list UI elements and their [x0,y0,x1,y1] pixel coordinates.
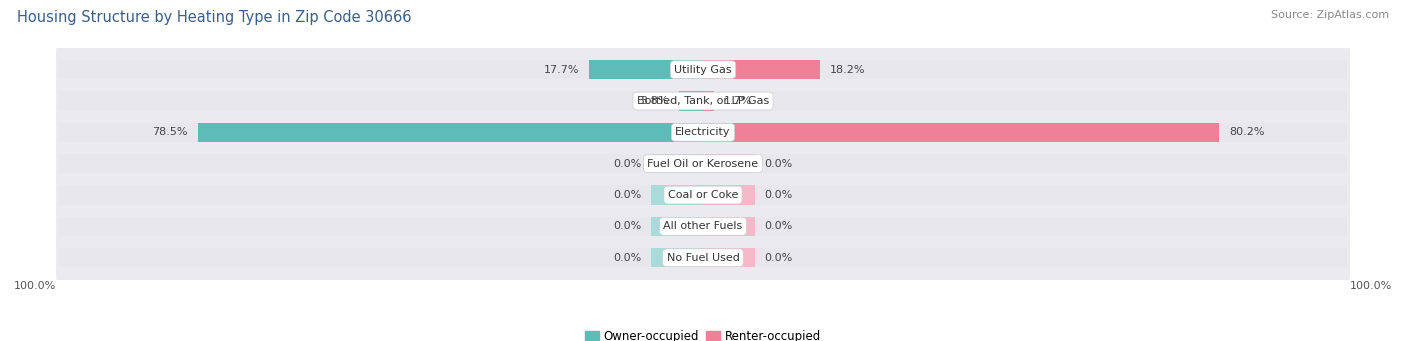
Bar [703,91,1347,111]
Bar [703,185,1347,205]
Text: Housing Structure by Heating Type in Zip Code 30666: Housing Structure by Heating Type in Zip… [17,10,412,25]
Text: 0.0%: 0.0% [765,190,793,200]
Bar [198,123,703,142]
FancyBboxPatch shape [56,73,1350,129]
Bar [59,217,703,236]
Text: 80.2%: 80.2% [1229,127,1264,137]
Bar [703,123,1347,142]
Text: 0.0%: 0.0% [613,190,641,200]
Text: Bottled, Tank, or LP Gas: Bottled, Tank, or LP Gas [637,96,769,106]
Bar [703,60,1347,79]
Text: 3.8%: 3.8% [641,96,669,106]
Text: Electricity: Electricity [675,127,731,137]
Text: 0.0%: 0.0% [613,159,641,169]
Text: 100.0%: 100.0% [1350,281,1392,291]
Bar [59,154,703,173]
Bar [59,248,703,267]
Bar [59,185,703,205]
FancyBboxPatch shape [56,198,1350,254]
Bar [651,217,703,236]
Bar [651,248,703,267]
Legend: Owner-occupied, Renter-occupied: Owner-occupied, Renter-occupied [579,325,827,341]
Bar [703,248,755,267]
Text: Utility Gas: Utility Gas [675,65,731,75]
Bar [703,185,755,205]
Text: 0.0%: 0.0% [765,253,793,263]
Bar [703,154,755,173]
FancyBboxPatch shape [56,104,1350,160]
Bar [703,91,714,111]
Bar [703,60,820,79]
Text: 0.0%: 0.0% [613,221,641,231]
Bar [703,248,1347,267]
Text: Source: ZipAtlas.com: Source: ZipAtlas.com [1271,10,1389,20]
Bar [679,91,703,111]
Text: Fuel Oil or Kerosene: Fuel Oil or Kerosene [647,159,759,169]
FancyBboxPatch shape [56,42,1350,98]
Text: 78.5%: 78.5% [152,127,188,137]
Text: 0.0%: 0.0% [613,253,641,263]
Bar [703,217,1347,236]
Text: 100.0%: 100.0% [14,281,56,291]
Text: All other Fuels: All other Fuels [664,221,742,231]
Bar [59,123,703,142]
Bar [651,154,703,173]
Text: 0.0%: 0.0% [765,221,793,231]
Bar [703,154,1347,173]
Bar [59,91,703,111]
Text: 0.0%: 0.0% [765,159,793,169]
Text: Coal or Coke: Coal or Coke [668,190,738,200]
Text: 17.7%: 17.7% [544,65,579,75]
Bar [589,60,703,79]
Text: 1.7%: 1.7% [724,96,752,106]
FancyBboxPatch shape [56,230,1350,285]
FancyBboxPatch shape [56,167,1350,223]
Bar [703,123,1219,142]
Bar [703,217,755,236]
Text: No Fuel Used: No Fuel Used [666,253,740,263]
FancyBboxPatch shape [56,136,1350,192]
Bar [59,60,703,79]
Bar [651,185,703,205]
Text: 18.2%: 18.2% [830,65,865,75]
